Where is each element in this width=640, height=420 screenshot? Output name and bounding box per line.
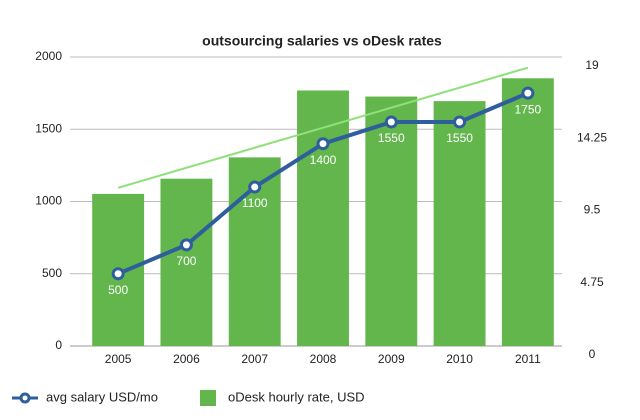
data-label: 1550 [446,131,473,145]
x-tick-label: 2008 [310,352,337,366]
y-tick-label: 1500 [35,121,62,135]
data-label: 1100 [242,196,268,210]
legend-label: oDesk hourly rate, USD [228,389,365,404]
legend-swatch [200,390,216,406]
marker [111,267,125,281]
y-tick-label: 500 [42,266,62,280]
x-tick-label: 2006 [173,352,200,366]
bar [365,96,418,347]
legend-label: avg salary USD/mo [46,389,158,404]
data-label: 1550 [378,131,405,145]
trendline [117,66,529,189]
y2-tick-label: 0 [589,347,596,361]
marker [521,86,535,100]
y2-tick-label: 19 [585,58,599,72]
data-label: 1400 [310,153,337,167]
y-tick-label: 0 [55,338,62,352]
x-tick-label: 2011 [515,352,541,366]
y2-tick-label: 9.5 [584,203,601,217]
marker [316,137,330,151]
data-label: 1750 [515,102,542,116]
bar [433,101,486,346]
y2-tick-label: 14.25 [577,130,607,144]
bar [297,90,349,346]
legend-swatch [19,392,31,404]
x-tick-label: 2010 [446,352,473,366]
y2-tick-label: 4.75 [580,275,604,289]
x-tick-label: 2009 [378,352,405,366]
chart-title: outsourcing salaries vs oDesk rates [202,33,442,49]
data-label: 500 [108,283,128,297]
marker [384,115,398,129]
marker [179,238,193,252]
marker [453,115,467,129]
data-label: 700 [176,254,196,268]
x-tick-label: 2007 [241,352,268,366]
y-tick-label: 2000 [35,49,62,63]
marker [248,180,262,194]
bar [501,78,554,346]
x-tick-label: 2005 [105,352,132,366]
y-tick-label: 1000 [35,194,62,208]
bar [160,178,213,346]
